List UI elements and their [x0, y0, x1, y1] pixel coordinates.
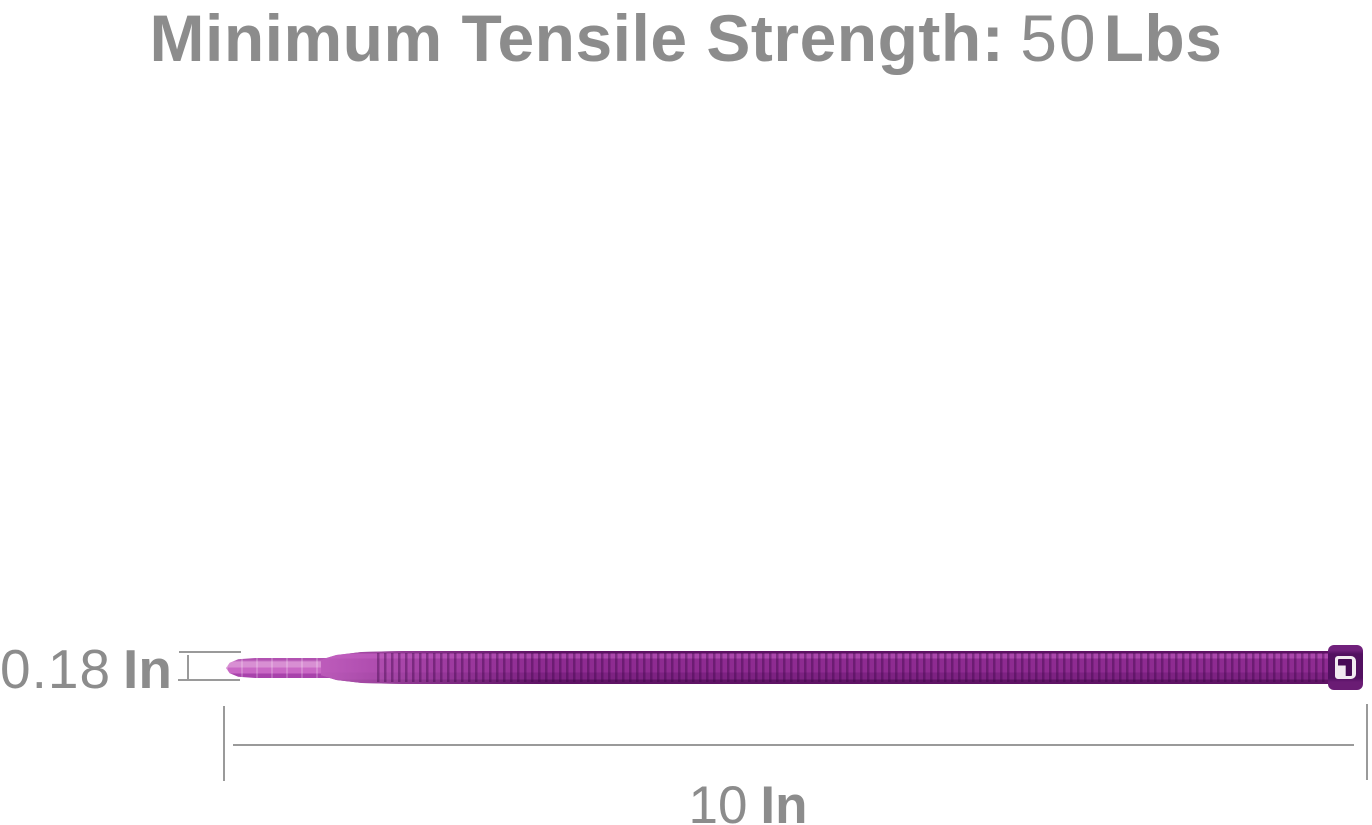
cable-tie-strap — [321, 651, 1342, 684]
tensile-strength-label: Minimum Tensile Strength: — [149, 1, 1005, 75]
tensile-strength-title: Minimum Tensile Strength: 50Lbs — [0, 2, 1372, 74]
cable-tie-illustration — [226, 645, 1363, 690]
width-bracket-top-line — [179, 651, 241, 653]
cable-tie-head-slot — [1335, 656, 1356, 679]
cable-tie-head-pawl — [1338, 659, 1352, 676]
cable-tie-head — [1328, 645, 1363, 690]
cable-tie-tip — [226, 658, 348, 678]
length-dimension-unit: In — [760, 776, 808, 825]
width-dimension-unit: In — [123, 638, 172, 700]
cable-tie-teeth — [377, 653, 1342, 682]
tensile-strength-unit: Lbs — [1103, 1, 1223, 75]
width-bracket-tick — [187, 655, 189, 680]
length-dimension-label: 10 In — [618, 775, 878, 825]
width-dimension-label: 0.18 In — [0, 637, 172, 701]
length-dimension-value: 10 — [688, 776, 748, 825]
length-dimension-tick-right — [1366, 704, 1368, 780]
length-dimension-line — [233, 744, 1354, 746]
width-dimension-value: 0.18 — [0, 638, 112, 700]
tensile-strength-value: 50 — [1020, 1, 1098, 75]
width-bracket-bottom-line — [178, 679, 240, 681]
length-dimension-tick-left — [223, 706, 225, 781]
